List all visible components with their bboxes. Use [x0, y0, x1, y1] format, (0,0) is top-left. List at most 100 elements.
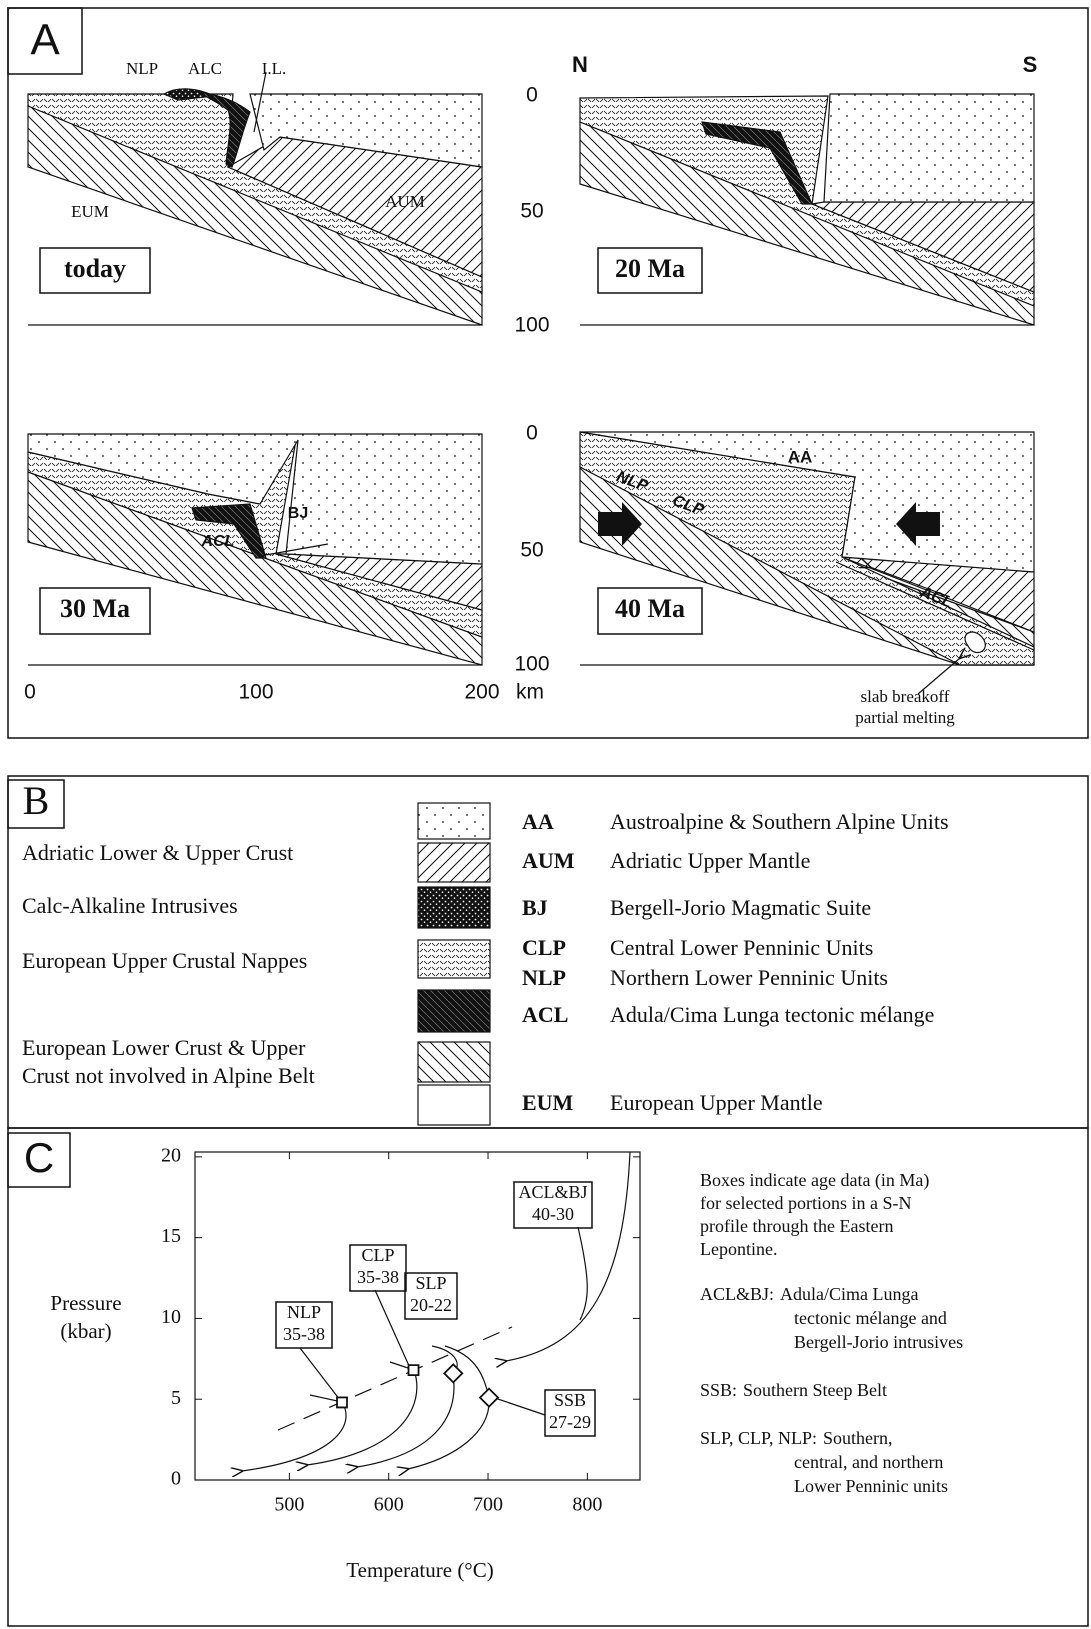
annotation: AUM	[385, 192, 425, 211]
abbreviation-definition: Southern,	[823, 1428, 893, 1448]
depth-tick-label: 100	[514, 314, 549, 337]
swatch	[418, 843, 490, 882]
data-point	[444, 1364, 462, 1382]
x-tick-label: 700	[473, 1494, 503, 1516]
cross-section	[580, 94, 1034, 325]
section-label: 30 Ma	[60, 594, 130, 623]
direction-label: S	[1023, 52, 1038, 77]
age-box: NLP	[287, 1302, 321, 1322]
figure: A N S	[0, 0, 1091, 1629]
cross-section	[28, 434, 482, 665]
legend-abbr: NLP	[522, 965, 566, 990]
swatch	[418, 940, 490, 978]
panel-frame	[8, 1128, 1088, 1626]
cross-section	[580, 432, 1034, 694]
section-label: 20 Ma	[615, 254, 685, 283]
age-box: 20-22	[410, 1295, 452, 1315]
abbreviation-term: SSB:	[700, 1380, 737, 1400]
depth-tick-label: 0	[526, 422, 538, 445]
distance-tick-label: 200	[464, 681, 499, 704]
data-point	[480, 1389, 498, 1407]
legend-name: Bergell-Jorio Magmatic Suite	[610, 895, 871, 920]
x-tick-label: 500	[274, 1494, 304, 1516]
swatch	[418, 803, 490, 839]
notes: Boxes indicate age data (in Ma)for selec…	[700, 1170, 963, 1496]
unit-label: European Upper Crustal Nappes	[22, 948, 307, 973]
section-label: 40 Ma	[615, 594, 685, 623]
distance-tick-label: 0	[24, 681, 36, 704]
legend-abbr: BJ	[522, 895, 548, 920]
path-curve	[408, 1346, 489, 1469]
legend-abbr: AUM	[522, 848, 575, 873]
y-tick-label: 15	[161, 1225, 181, 1247]
axis-label: (kbar)	[60, 1319, 111, 1343]
annotation: ACL	[201, 533, 235, 550]
legend-name: Northern Lower Penninic Units	[610, 965, 888, 990]
annotation: BJ	[288, 505, 308, 522]
swatch	[418, 1085, 490, 1125]
panel-label: A	[30, 16, 60, 65]
legend-name: Adula/Cima Lunga tectonic mélange	[610, 1002, 934, 1027]
legend-name: Adriatic Upper Mantle	[610, 848, 810, 873]
annotation: EUM	[71, 202, 109, 221]
unit-label: Adriatic Lower & Upper Crust	[22, 840, 293, 865]
legend-abbr: EUM	[522, 1090, 574, 1115]
distance-unit: km	[516, 681, 544, 704]
annotation: ALC	[188, 59, 222, 78]
note: partial melting	[855, 708, 955, 727]
x-tick-label: 800	[572, 1494, 602, 1516]
age-box: CLP	[361, 1245, 394, 1265]
swatch	[418, 990, 490, 1032]
swatch	[418, 887, 490, 928]
abbreviation-definition: Lower Penninic units	[794, 1476, 948, 1496]
description: profile through the Eastern	[700, 1216, 893, 1236]
x-tick-label: 600	[374, 1494, 404, 1516]
y-tick-label: 0	[171, 1468, 181, 1490]
path-curve	[307, 1362, 417, 1465]
legend-name: European Upper Mantle	[610, 1090, 823, 1115]
abbreviation-definition: Bergell-Jorio intrusives	[794, 1332, 963, 1352]
y-tick-label: 10	[161, 1306, 181, 1328]
legend-abbr: ACL	[522, 1002, 568, 1027]
axis-label: Temperature (°C)	[346, 1558, 493, 1582]
age-box: 35-38	[357, 1267, 399, 1287]
section-label: today	[64, 254, 126, 283]
axis-label: Pressure	[50, 1291, 121, 1315]
abbreviation-definition: tectonic mélange and	[794, 1308, 947, 1328]
depth-tick-label: 50	[520, 200, 543, 223]
age-box: SLP	[415, 1273, 446, 1293]
depth-tick-label: 50	[520, 539, 543, 562]
direction-label: N	[572, 52, 588, 77]
abbreviation-definition: Adula/Cima Lunga	[780, 1284, 918, 1304]
legend-name: Central Lower Penninic Units	[610, 935, 873, 960]
abbreviation-definition: Southern Steep Belt	[743, 1380, 887, 1400]
panel-label: B	[23, 778, 50, 823]
age-box: SSB	[554, 1390, 586, 1410]
abbreviation-definition: central, and northern	[794, 1452, 943, 1472]
age-box: 35-38	[283, 1324, 325, 1344]
legend-name: Austroalpine & Southern Alpine Units	[610, 809, 949, 834]
panel-label: C	[24, 1134, 54, 1181]
description: Lepontine.	[700, 1239, 777, 1259]
data-point	[337, 1397, 347, 1407]
y-tick-label: 20	[161, 1144, 181, 1166]
age-box: 27-29	[549, 1412, 591, 1432]
abbreviation-term: SLP, CLP, NLP:	[700, 1428, 817, 1448]
legend-abbr: AA	[522, 809, 554, 834]
unit-label: European Lower Crust & Upper	[22, 1035, 306, 1060]
legend-abbr: CLP	[522, 935, 566, 960]
abbreviation-term: ACL&BJ:	[700, 1284, 774, 1304]
legend: AA Austroalpine & Southern Alpine Units AU…	[522, 809, 949, 1115]
note: slab breakoff	[861, 687, 950, 706]
age-box: ACL&BJ	[518, 1182, 587, 1202]
unit-label: Calc-Alkaline Intrusives	[22, 893, 238, 918]
unit-label: Crust not involved in Alpine Belt	[22, 1063, 315, 1088]
annotation: I.L.	[262, 59, 287, 78]
annotation: NLP	[126, 59, 158, 78]
depth-tick-label: 100	[514, 653, 549, 676]
path-curve	[357, 1346, 457, 1467]
description: for selected portions in a S-N	[700, 1193, 911, 1213]
distance-tick-label: 100	[238, 681, 273, 704]
annotation: AA	[788, 447, 813, 466]
data-point	[409, 1365, 419, 1375]
